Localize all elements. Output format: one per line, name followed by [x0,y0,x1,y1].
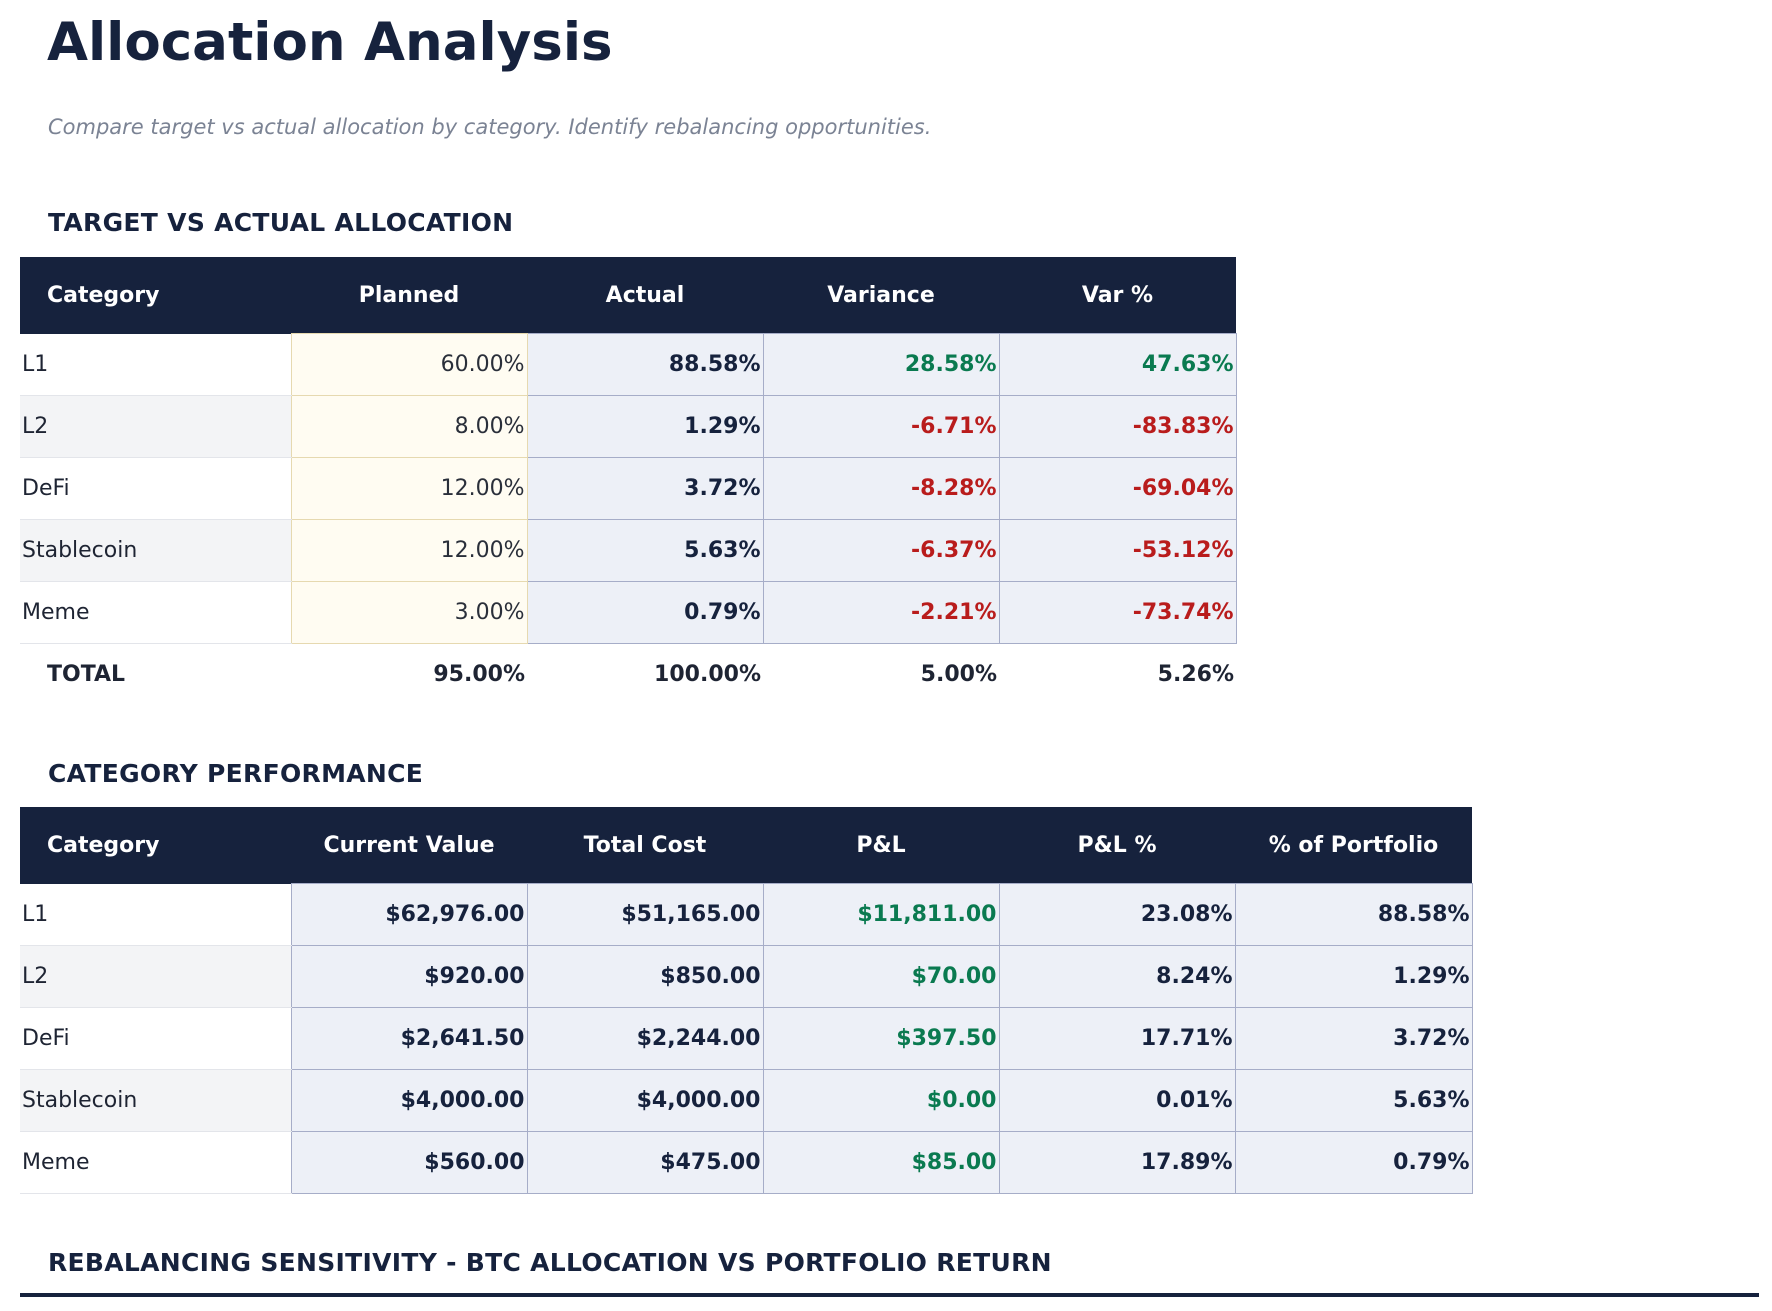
current-value-cell: $62,976.00 [290,883,528,946]
column-header-category: Category [20,807,291,884]
variance-cell: -8.28% [762,457,1000,520]
total-cost-cell: $2,244.00 [526,1007,764,1070]
category-cell: Stablecoin [20,1069,291,1132]
performance-header-row: Category Current Value Total Cost P&L P&… [20,807,1472,884]
planned-cell: 60.00% [290,333,528,396]
total-cost-cell: $475.00 [526,1131,764,1194]
table-row: Stablecoin $4,000.00 $4,000.00 $0.00 0.01% 5.… [20,1069,1473,1132]
planned-cell: 8.00% [290,395,528,458]
pnl-pct-cell: 23.08% [998,883,1236,946]
actual-cell: 88.58% [526,333,764,396]
current-value-cell: $4,000.00 [290,1069,528,1132]
performance-table: Category Current Value Total Cost P&L P&… [20,807,1473,1194]
allocation-header-row: Category Planned Actual Variance Var % [20,257,1236,334]
total-var-pct: 5.26% [999,643,1236,705]
current-value-cell: $560.00 [290,1131,528,1194]
page-title: Allocation Analysis [47,12,613,73]
column-header-total-cost: Total Cost [527,807,763,884]
total-label: TOTAL [20,643,291,705]
table-row: Stablecoin 12.00% 5.63% -6.37% -53.12% [20,519,1237,582]
column-header-pnl: P&L [763,807,999,884]
portfolio-pct-cell: 1.29% [1234,945,1473,1008]
total-variance: 5.00% [763,643,999,705]
variance-cell: 28.58% [762,333,1000,396]
pnl-pct-cell: 17.71% [998,1007,1236,1070]
column-header-portfolio-pct: % of Portfolio [1235,807,1472,884]
table-row: L1 60.00% 88.58% 28.58% 47.63% [20,333,1237,396]
performance-heading: CATEGORY PERFORMANCE [48,759,424,788]
var-pct-cell: -83.83% [998,395,1237,458]
pnl-cell: $11,811.00 [762,883,1000,946]
pnl-pct-cell: 17.89% [998,1131,1236,1194]
portfolio-pct-cell: 88.58% [1234,883,1473,946]
var-pct-cell: -53.12% [998,519,1237,582]
column-header-current-value: Current Value [291,807,527,884]
pnl-pct-cell: 0.01% [998,1069,1236,1132]
category-cell: DeFi [20,1007,291,1070]
actual-cell: 5.63% [526,519,764,582]
actual-cell: 0.79% [526,581,764,644]
column-header-variance: Variance [763,257,999,334]
current-value-cell: $2,641.50 [290,1007,528,1070]
category-cell: DeFi [20,457,291,520]
table-row: L1 $62,976.00 $51,165.00 $11,811.00 23.08% 88… [20,883,1473,946]
actual-cell: 3.72% [526,457,764,520]
pnl-cell: $70.00 [762,945,1000,1008]
column-header-var-pct: Var % [999,257,1236,334]
total-cost-cell: $4,000.00 [526,1069,764,1132]
table-row: L2 8.00% 1.29% -6.71% -83.83% [20,395,1237,458]
variance-cell: -2.21% [762,581,1000,644]
page-subtitle: Compare target vs actual allocation by c… [48,115,932,139]
pnl-pct-cell: 8.24% [998,945,1236,1008]
planned-cell: 3.00% [290,581,528,644]
column-header-actual: Actual [527,257,763,334]
portfolio-pct-cell: 5.63% [1234,1069,1473,1132]
total-cost-cell: $51,165.00 [526,883,764,946]
column-header-planned: Planned [291,257,527,334]
variance-cell: -6.37% [762,519,1000,582]
table-row: Meme $560.00 $475.00 $85.00 17.89% 0.79% [20,1131,1473,1194]
category-cell: Stablecoin [20,519,291,582]
total-actual: 100.00% [527,643,763,705]
allocation-table: Category Planned Actual Variance Var % L… [20,257,1237,705]
allocation-heading: TARGET VS ACTUAL ALLOCATION [48,208,514,237]
section-divider [20,1293,1759,1297]
total-cost-cell: $850.00 [526,945,764,1008]
portfolio-pct-cell: 3.72% [1234,1007,1473,1070]
column-header-pnl-pct: P&L % [999,807,1235,884]
sensitivity-heading: REBALANCING SENSITIVITY - BTC ALLOCATION… [48,1248,1052,1277]
pnl-cell: $85.00 [762,1131,1000,1194]
column-header-category: Category [20,257,291,334]
var-pct-cell: -69.04% [998,457,1237,520]
pnl-cell: $0.00 [762,1069,1000,1132]
table-row: L2 $920.00 $850.00 $70.00 8.24% 1.29% [20,945,1473,1008]
category-cell: Meme [20,581,291,644]
planned-cell: 12.00% [290,457,528,520]
table-row: DeFi $2,641.50 $2,244.00 $397.50 17.71% 3.72% [20,1007,1473,1070]
var-pct-cell: 47.63% [998,333,1237,396]
category-cell: L1 [20,883,291,946]
category-cell: L2 [20,945,291,1008]
var-pct-cell: -73.74% [998,581,1237,644]
pnl-cell: $397.50 [762,1007,1000,1070]
planned-cell: 12.00% [290,519,528,582]
total-row: TOTAL 95.00% 100.00% 5.00% 5.26% [20,643,1236,705]
actual-cell: 1.29% [526,395,764,458]
variance-cell: -6.71% [762,395,1000,458]
table-row: DeFi 12.00% 3.72% -8.28% -69.04% [20,457,1237,520]
category-cell: L1 [20,333,291,396]
portfolio-pct-cell: 0.79% [1234,1131,1473,1194]
total-planned: 95.00% [291,643,527,705]
category-cell: Meme [20,1131,291,1194]
table-row: Meme 3.00% 0.79% -2.21% -73.74% [20,581,1237,644]
category-cell: L2 [20,395,291,458]
current-value-cell: $920.00 [290,945,528,1008]
